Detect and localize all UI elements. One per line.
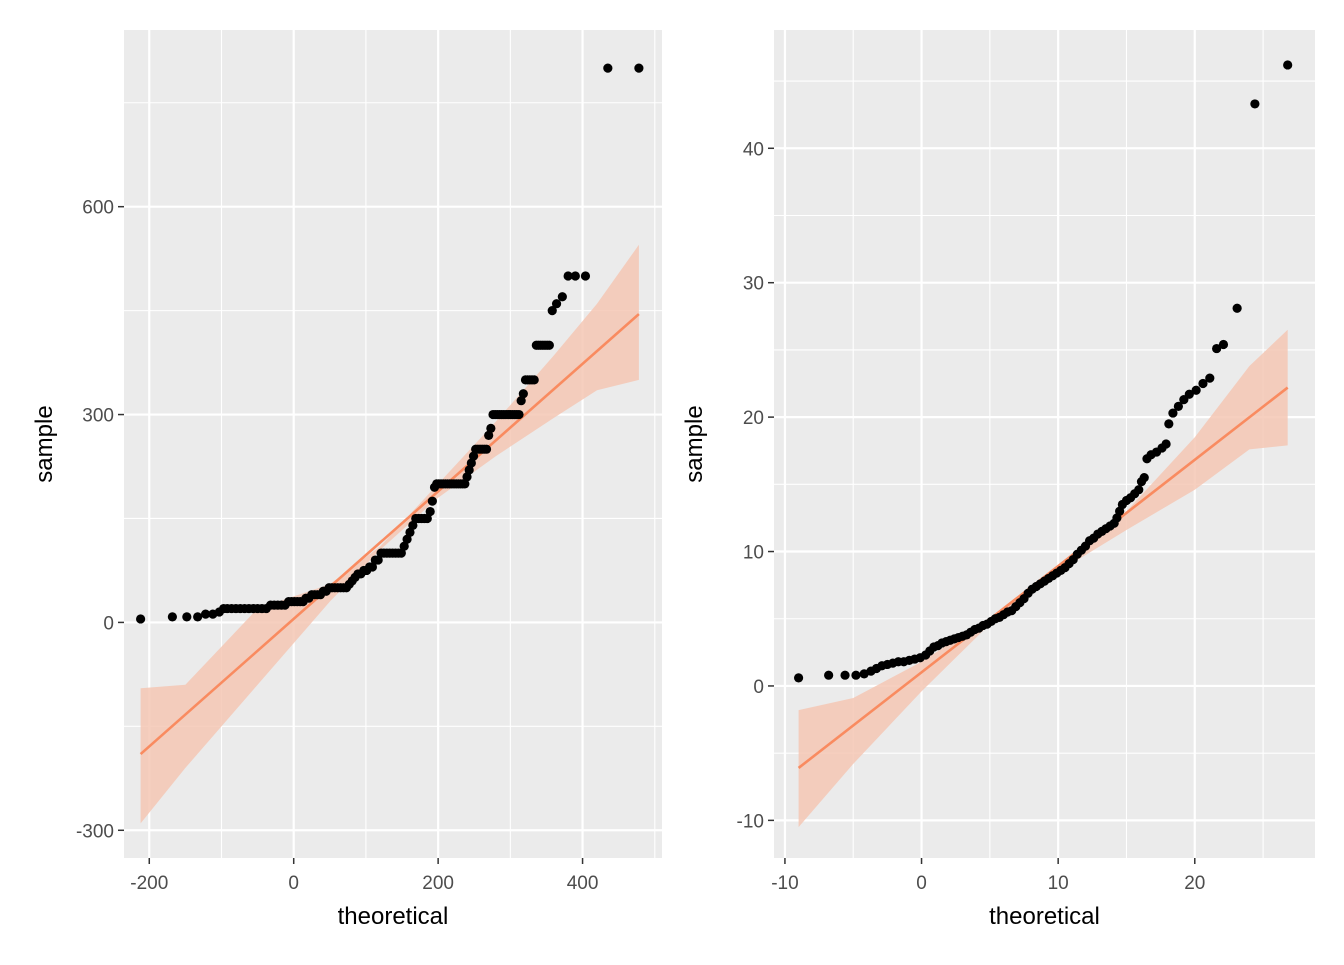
data-point — [468, 451, 479, 461]
x-tick-label: 200 — [422, 873, 454, 894]
data-point — [851, 670, 861, 680]
data-point — [1134, 485, 1144, 495]
data-point — [1283, 60, 1293, 70]
data-point — [544, 340, 554, 350]
data-point — [484, 430, 494, 440]
data-point — [460, 479, 470, 489]
data-point — [840, 670, 850, 680]
data-point — [1212, 343, 1222, 354]
data-point — [529, 375, 539, 385]
y-tick-label: -10 — [737, 811, 764, 832]
data-point — [422, 513, 432, 524]
data-point — [136, 614, 146, 624]
data-point — [580, 271, 591, 281]
data-point — [466, 458, 476, 468]
y-tick-label: 0 — [103, 613, 114, 634]
data-point — [464, 465, 474, 475]
data-point — [557, 292, 567, 302]
data-point — [486, 423, 496, 434]
x-tick-label: 10 — [1048, 873, 1069, 894]
data-point — [167, 612, 177, 622]
data-point — [182, 612, 192, 622]
data-point — [427, 496, 437, 506]
qq-plot-left: -200 0 200 400 -300 0 300 600 theoretical sample — [31, 30, 662, 930]
x-axis-title: theoretical — [989, 903, 1100, 930]
x-tick-label: 0 — [288, 873, 299, 894]
data-point — [570, 271, 580, 281]
y-tick-label: 20 — [743, 408, 764, 429]
data-point — [1198, 378, 1208, 389]
x-tick-label: -10 — [771, 873, 798, 894]
data-point — [193, 612, 203, 622]
data-point — [603, 63, 613, 73]
data-point — [1205, 373, 1215, 383]
qq-plot-right: -10 0 10 20 -10 0 10 20 30 40 theoretical sample — [681, 30, 1315, 930]
data-point — [514, 409, 524, 420]
data-point — [399, 541, 409, 551]
y-tick-label: 30 — [743, 274, 764, 295]
y-tick-label: 300 — [82, 406, 114, 427]
y-tick-label: 600 — [82, 198, 114, 219]
data-point — [1218, 339, 1229, 350]
y-axis-title: sample — [31, 405, 58, 482]
data-point — [1168, 408, 1178, 418]
data-point — [824, 670, 834, 680]
x-tick-label: -200 — [130, 873, 168, 894]
y-tick-label: 0 — [753, 677, 764, 698]
data-point — [547, 306, 557, 316]
data-point — [1250, 99, 1260, 109]
data-point — [634, 63, 644, 73]
y-tick-label: -300 — [76, 821, 114, 842]
data-point — [425, 506, 435, 517]
data-point — [396, 548, 406, 558]
data-point — [1184, 389, 1194, 399]
x-axis-title: theoretical — [338, 903, 449, 930]
data-point — [1191, 385, 1201, 395]
data-point — [462, 472, 472, 482]
x-tick-label: 20 — [1184, 873, 1205, 894]
data-point — [481, 444, 492, 454]
y-tick-label: 40 — [743, 139, 764, 160]
data-point — [1232, 303, 1242, 313]
data-point — [563, 271, 573, 281]
reference-line — [139, 313, 640, 756]
data-point — [551, 299, 562, 309]
data-point — [793, 673, 804, 683]
data-point — [402, 534, 412, 544]
data-point — [373, 555, 383, 565]
x-tick-label: 0 — [916, 873, 927, 894]
data-point — [1139, 473, 1149, 483]
data-point — [405, 527, 415, 537]
y-tick-label: 10 — [743, 543, 764, 564]
y-axis-title: sample — [681, 405, 708, 482]
data-point — [516, 396, 526, 406]
data-point — [1173, 401, 1183, 411]
data-point — [201, 609, 211, 619]
data-point — [518, 389, 528, 399]
data-point — [367, 562, 378, 572]
data-point — [1161, 439, 1171, 449]
data-point — [408, 520, 418, 531]
data-point — [1164, 419, 1174, 429]
x-tick-label: 400 — [567, 873, 599, 894]
